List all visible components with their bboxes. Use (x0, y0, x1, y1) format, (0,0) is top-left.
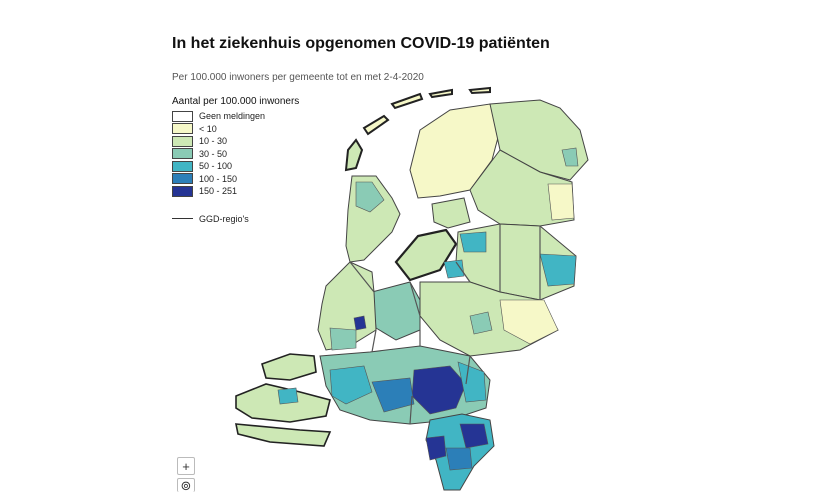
region-drenthe[interactable] (469, 149, 575, 227)
legend-label: 50 - 100 (199, 161, 233, 172)
region-zwolle-spot[interactable] (443, 259, 465, 279)
zoom-reset-button[interactable]: ⊚ (177, 478, 195, 492)
legend-item-lt10: < 10 (172, 123, 299, 136)
legend-swatch (172, 148, 193, 160)
map-title: In het ziekenhuis opgenomen COVID-19 pat… (172, 35, 550, 52)
zoom-in-button[interactable]: + (177, 457, 195, 475)
region-gelderland-spot[interactable] (469, 311, 493, 335)
region-friesland[interactable] (409, 103, 501, 199)
legend-ggd-region: GGD-regio's (172, 214, 299, 224)
region-achterhoek[interactable] (499, 299, 559, 345)
region-brabant-west[interactable] (329, 365, 373, 405)
wadden-island-schiermonnikoog[interactable] (468, 86, 491, 95)
wadden-island-terschelling[interactable] (390, 92, 424, 110)
map-subtitle: Per 100.000 inwoners per gemeente tot en… (172, 72, 424, 83)
region-rotterdam[interactable] (329, 327, 357, 351)
legend-swatch (172, 173, 193, 185)
region-overijssel-spot[interactable] (459, 231, 487, 253)
legend-label: 30 - 50 (199, 148, 228, 159)
region-limburg-dark-west[interactable] (425, 435, 447, 461)
legend-label: Geen meldingen (199, 111, 266, 122)
legend-ggd-label: GGD-regio's (199, 213, 249, 224)
ggd-boundary-lines (349, 224, 541, 425)
legend-item-10-30: 10 - 30 (172, 135, 299, 148)
region-overijssel-east[interactable] (539, 253, 577, 287)
region-zeeland-spot[interactable] (277, 387, 299, 405)
legend-item-100-150: 100 - 150 (172, 173, 299, 186)
legend-swatch (172, 185, 193, 197)
legend-item-30-50: 30 - 50 (172, 148, 299, 161)
ggd-line-icon (172, 218, 193, 219)
wadden-island-ameland[interactable] (428, 88, 453, 99)
legend-label: 100 - 150 (199, 173, 238, 184)
legend-item-50-100: 50 - 100 (172, 160, 299, 173)
legend-swatch (172, 160, 193, 172)
legend-label: < 10 (199, 123, 217, 134)
region-noord-holland-north[interactable] (355, 181, 385, 213)
region-limburg-dark-north[interactable] (459, 423, 489, 449)
legend-label: 150 - 251 (199, 186, 238, 197)
legend-swatch (172, 110, 193, 122)
legend-item-150-251: 150 - 251 (172, 185, 299, 198)
region-brabant-blue[interactable] (371, 377, 415, 413)
legend-title: Aantal per 100.000 inwoners (172, 96, 300, 107)
region-brabant-east[interactable] (457, 361, 487, 403)
region-limburg-blue[interactable] (445, 447, 473, 471)
region-noordoostpolder[interactable] (431, 197, 471, 229)
legend-swatch (172, 135, 193, 147)
region-zuid-holland-dark[interactable] (353, 315, 367, 331)
wadden-island-vlieland[interactable] (362, 114, 390, 136)
legend: Aantal per 100.000 inwoners Geen melding… (172, 96, 299, 224)
region-groningen-spot[interactable] (561, 147, 579, 167)
region-zeeland-north[interactable] (261, 353, 317, 381)
wadden-island-texel[interactable] (344, 138, 364, 172)
region-flanders-strip[interactable] (235, 423, 332, 447)
legend-label: 10 - 30 (199, 136, 228, 147)
legend-swatch (172, 123, 193, 135)
legend-item-none: Geen meldingen (172, 110, 299, 123)
region-drenthe-east[interactable] (547, 183, 575, 221)
region-flevoland[interactable] (394, 228, 458, 282)
